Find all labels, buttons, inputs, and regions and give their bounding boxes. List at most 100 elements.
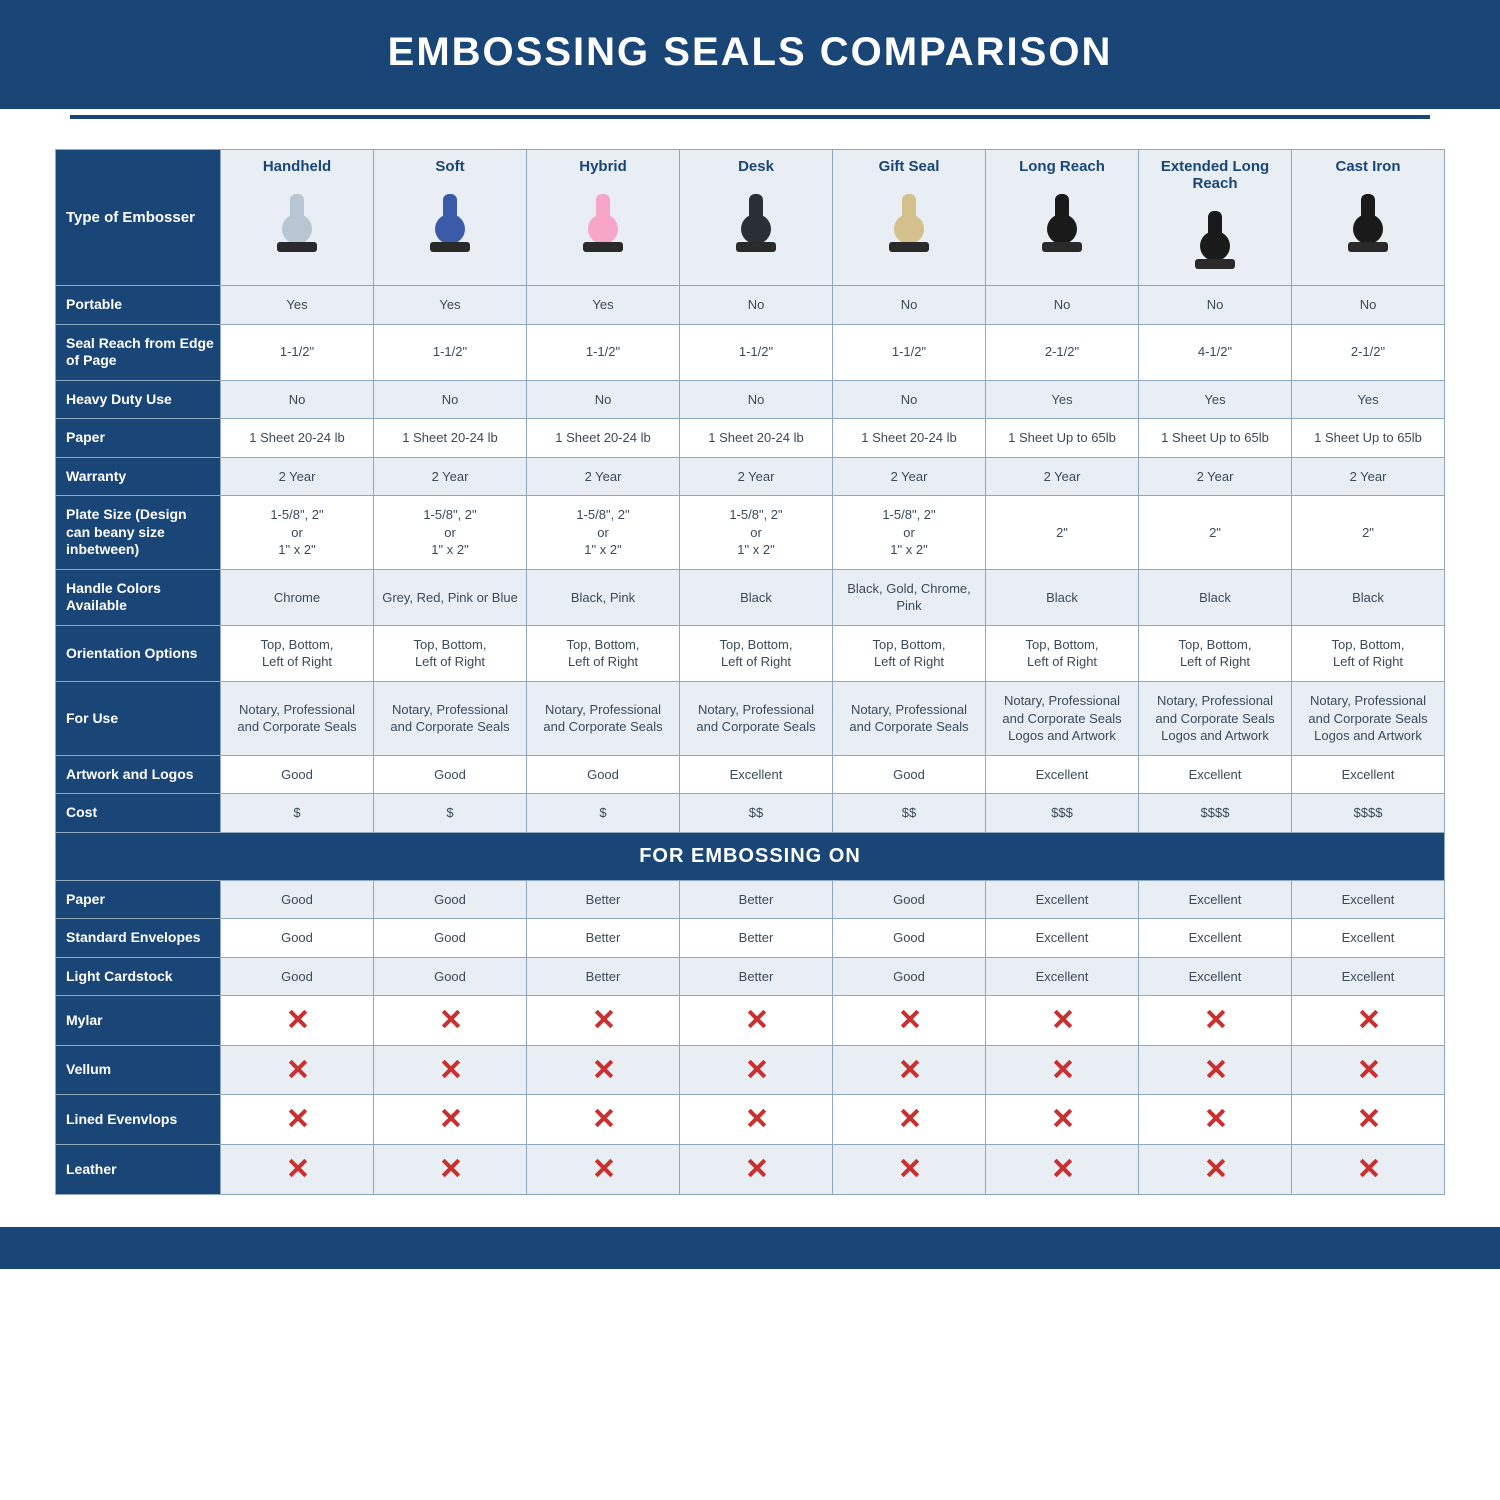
table-cell: Good [221, 919, 374, 958]
row-label: Mylar [56, 996, 221, 1046]
embosser-icon [1037, 192, 1087, 252]
row-label: Artwork and Logos [56, 755, 221, 794]
table-cell: Top, Bottom,Left of Right [527, 625, 680, 681]
table-cell: No [374, 380, 527, 419]
table-cell: $$$ [986, 794, 1139, 833]
x-icon [285, 1105, 309, 1129]
x-icon [285, 1006, 309, 1030]
table-cell: Excellent [1139, 919, 1292, 958]
table-cell: No [221, 380, 374, 419]
x-icon [1356, 1056, 1380, 1080]
table-row: Lined Evenvlops [56, 1095, 1445, 1145]
table-row: Paper1 Sheet 20-24 lb1 Sheet 20-24 lb1 S… [56, 419, 1445, 458]
row-label: Heavy Duty Use [56, 380, 221, 419]
table-cell [221, 1145, 374, 1195]
table-cell: Notary, Professional and Corporate Seals… [1139, 682, 1292, 756]
table-cell: $ [527, 794, 680, 833]
x-icon [438, 1006, 462, 1030]
table-cell: Top, Bottom,Left of Right [680, 625, 833, 681]
x-icon [1356, 1006, 1380, 1030]
table-cell [680, 1095, 833, 1145]
x-icon [897, 1006, 921, 1030]
table-cell: Yes [221, 286, 374, 325]
table-cell [833, 996, 986, 1046]
column-header: Gift Seal [833, 150, 986, 286]
table-cell: Excellent [986, 755, 1139, 794]
table-cell: $$ [833, 794, 986, 833]
x-icon [897, 1056, 921, 1080]
table-cell: Good [374, 919, 527, 958]
column-label: Extended Long Reach [1143, 158, 1287, 192]
table-cell [374, 996, 527, 1046]
column-header: Extended Long Reach [1139, 150, 1292, 286]
table-row: Handle Colors AvailableChromeGrey, Red, … [56, 569, 1445, 625]
table-row: Cost$$$$$$$$$$$$$$$$$$ [56, 794, 1445, 833]
table-cell: No [1292, 286, 1445, 325]
table-cell: No [986, 286, 1139, 325]
x-icon [591, 1105, 615, 1129]
row-label: For Use [56, 682, 221, 756]
table-cell [527, 1095, 680, 1145]
table-cell [374, 1045, 527, 1095]
table-row: PaperGoodGoodBetterBetterGoodExcellentEx… [56, 880, 1445, 919]
title-underline [70, 115, 1430, 119]
table-cell: Black, Gold, Chrome, Pink [833, 569, 986, 625]
x-icon [744, 1105, 768, 1129]
column-header: Handheld [221, 150, 374, 286]
table-cell: Yes [1292, 380, 1445, 419]
x-icon [438, 1105, 462, 1129]
x-icon [285, 1155, 309, 1179]
table-cell: Notary, Professional and Corporate Seals [527, 682, 680, 756]
table-cell [833, 1045, 986, 1095]
table-cell [527, 1045, 680, 1095]
table-cell [986, 1095, 1139, 1145]
table-cell: 1-1/2" [527, 324, 680, 380]
table-row: Orientation OptionsTop, Bottom,Left of R… [56, 625, 1445, 681]
table-cell: Excellent [986, 880, 1139, 919]
table-cell: Good [374, 880, 527, 919]
table-cell: 2" [1139, 496, 1292, 570]
embosser-icon [425, 192, 475, 252]
table-cell: 1-1/2" [221, 324, 374, 380]
table-cell: $ [221, 794, 374, 833]
table-cell: 2 Year [986, 457, 1139, 496]
table-row: PortableYesYesYesNoNoNoNoNo [56, 286, 1445, 325]
table-cell: Good [833, 755, 986, 794]
section-bar: FOR EMBOSSING ON [56, 832, 1445, 880]
table-cell: Black [986, 569, 1139, 625]
row-label: Plate Size (Design can beany size inbetw… [56, 496, 221, 570]
table-cell: Excellent [1139, 957, 1292, 996]
table-cell: 4-1/2" [1139, 324, 1292, 380]
table-cell: Good [527, 755, 680, 794]
column-header: Cast Iron [1292, 150, 1445, 286]
table-cell: 2 Year [221, 457, 374, 496]
row-label: Light Cardstock [56, 957, 221, 996]
table-cell: 1-1/2" [374, 324, 527, 380]
row-label: Portable [56, 286, 221, 325]
table-cell: Good [221, 957, 374, 996]
footer-bar [0, 1227, 1500, 1269]
table-cell: 1 Sheet 20-24 lb [680, 419, 833, 458]
table-cell: Notary, Professional and Corporate Seals [374, 682, 527, 756]
table-row: Seal Reach from Edge of Page1-1/2"1-1/2"… [56, 324, 1445, 380]
table-cell: Yes [374, 286, 527, 325]
table-cell: Excellent [1139, 755, 1292, 794]
table-cell: Black [680, 569, 833, 625]
row-label: Leather [56, 1145, 221, 1195]
x-icon [744, 1155, 768, 1179]
x-icon [1050, 1056, 1074, 1080]
column-label: Long Reach [990, 158, 1134, 175]
table-row: Warranty2 Year2 Year2 Year2 Year2 Year2 … [56, 457, 1445, 496]
table-cell [1139, 1045, 1292, 1095]
table-cell: Excellent [1292, 919, 1445, 958]
table-cell [374, 1145, 527, 1195]
table-cell: No [833, 286, 986, 325]
table-cell [680, 1145, 833, 1195]
table-row: Heavy Duty UseNoNoNoNoNoYesYesYes [56, 380, 1445, 419]
table-cell: 1-5/8", 2"or1" x 2" [527, 496, 680, 570]
x-icon [897, 1155, 921, 1179]
table-cell: Excellent [680, 755, 833, 794]
table-cell: Good [221, 755, 374, 794]
column-header: Soft [374, 150, 527, 286]
table-cell: 2 Year [1292, 457, 1445, 496]
